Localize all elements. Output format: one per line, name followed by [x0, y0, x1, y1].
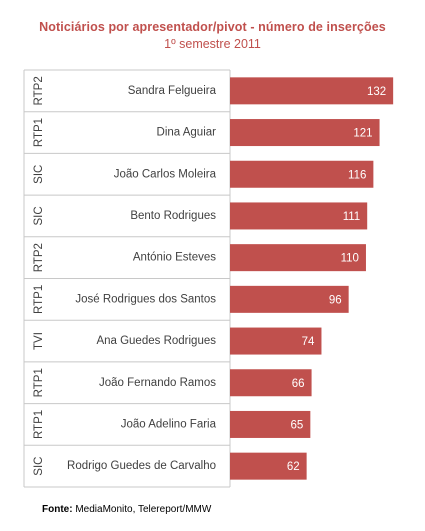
bar: [230, 119, 380, 147]
group-label: RTP1: [33, 410, 45, 439]
category-label: Ana Guedes Rodrigues: [96, 335, 216, 347]
bar: [230, 369, 312, 397]
bar-value-label: 65: [291, 419, 304, 431]
bar-value-label: 116: [348, 169, 366, 181]
bar: [230, 285, 349, 313]
group-label: SIC: [33, 206, 45, 225]
category-label: Rodrigo Guedes de Carvalho: [67, 460, 216, 472]
category-label: António Esteves: [133, 252, 216, 264]
category-label: João Adelino Faria: [121, 418, 217, 430]
source-label: Fonte:: [42, 504, 73, 515]
bar-value-label: 111: [343, 211, 360, 223]
category-label: João Carlos Moleira: [114, 168, 217, 180]
bar-value-label: 110: [341, 253, 359, 265]
bar: [230, 244, 366, 272]
source-text: MediaMonito, Telereport/MMW: [75, 504, 212, 515]
bar-value-label: 74: [302, 336, 315, 348]
group-label: RTP1: [33, 118, 45, 147]
category-label: Dina Aguiar: [157, 127, 217, 139]
group-label: SIC: [33, 165, 45, 184]
group-label: RTP2: [33, 76, 45, 105]
bar: [230, 202, 368, 230]
bar-value-label: 121: [353, 128, 372, 140]
group-label: SIC: [33, 457, 45, 476]
bar-value-label: 96: [329, 294, 342, 306]
bar: [230, 327, 322, 355]
bar: [230, 452, 307, 480]
category-label: José Rodrigues dos Santos: [75, 293, 216, 305]
group-label: RTP1: [33, 285, 45, 314]
bar: [230, 410, 311, 438]
bar-value-label: 132: [367, 86, 386, 98]
source-note: Fonte: MediaMonito, Telereport/MMW: [42, 504, 211, 515]
bar-value-label: 62: [287, 461, 300, 473]
category-label: João Fernando Ramos: [99, 377, 216, 389]
group-label: RTP1: [33, 368, 45, 397]
bar: [230, 160, 374, 188]
group-label: RTP2: [33, 243, 45, 272]
category-label: Sandra Felgueira: [128, 85, 217, 97]
chart-title: Noticiários por apresentador/pivot - núm…: [39, 20, 386, 34]
group-label: TVI: [33, 332, 45, 350]
bar: [230, 77, 394, 105]
category-label: Bento Rodrigues: [130, 210, 216, 222]
chart-subtitle: 1º semestre 2011: [164, 37, 261, 51]
bar-value-label: 66: [292, 378, 305, 390]
